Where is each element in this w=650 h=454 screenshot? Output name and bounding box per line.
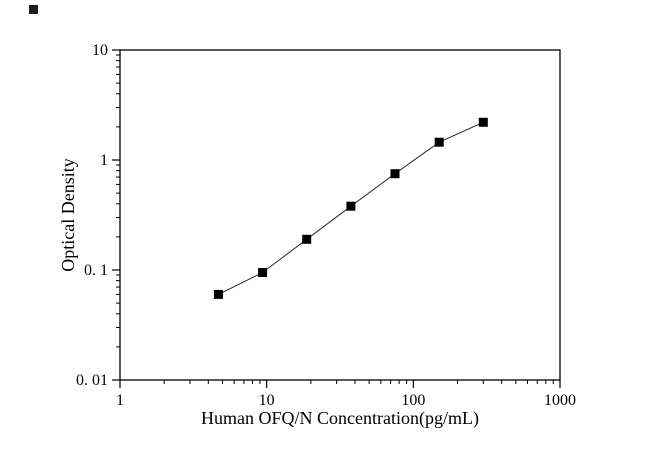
x-axis-tick-label: 1	[116, 392, 124, 409]
x-axis-tick-label: 1000	[544, 392, 576, 409]
data-point-marker	[478, 117, 488, 127]
x-axis-tick-label: 10	[259, 392, 275, 409]
y-axis-tick-label: 0. 01	[76, 372, 108, 389]
x-axis-title: Human OFQ/N Concentration(pg/mL)	[201, 408, 479, 428]
data-point-marker	[390, 169, 400, 179]
corner-artifact	[29, 5, 38, 14]
data-point-marker	[346, 201, 356, 211]
data-point-marker	[302, 234, 312, 244]
data-point-marker	[434, 137, 444, 147]
x-axis-tick-label: 100	[401, 392, 425, 409]
data-point-marker	[258, 268, 268, 277]
y-axis-tick-label: 0. 1	[84, 262, 108, 279]
data-point-marker	[213, 289, 223, 299]
y-axis-title: Optical Density	[58, 158, 78, 272]
plot-border	[119, 49, 561, 381]
y-axis-tick-label: 10	[92, 42, 108, 59]
y-axis-tick-label: 1	[100, 152, 108, 169]
